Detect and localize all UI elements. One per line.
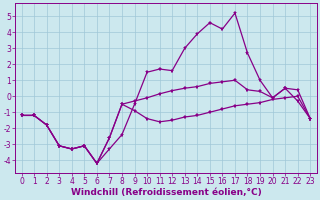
X-axis label: Windchill (Refroidissement éolien,°C): Windchill (Refroidissement éolien,°C) bbox=[70, 188, 261, 197]
